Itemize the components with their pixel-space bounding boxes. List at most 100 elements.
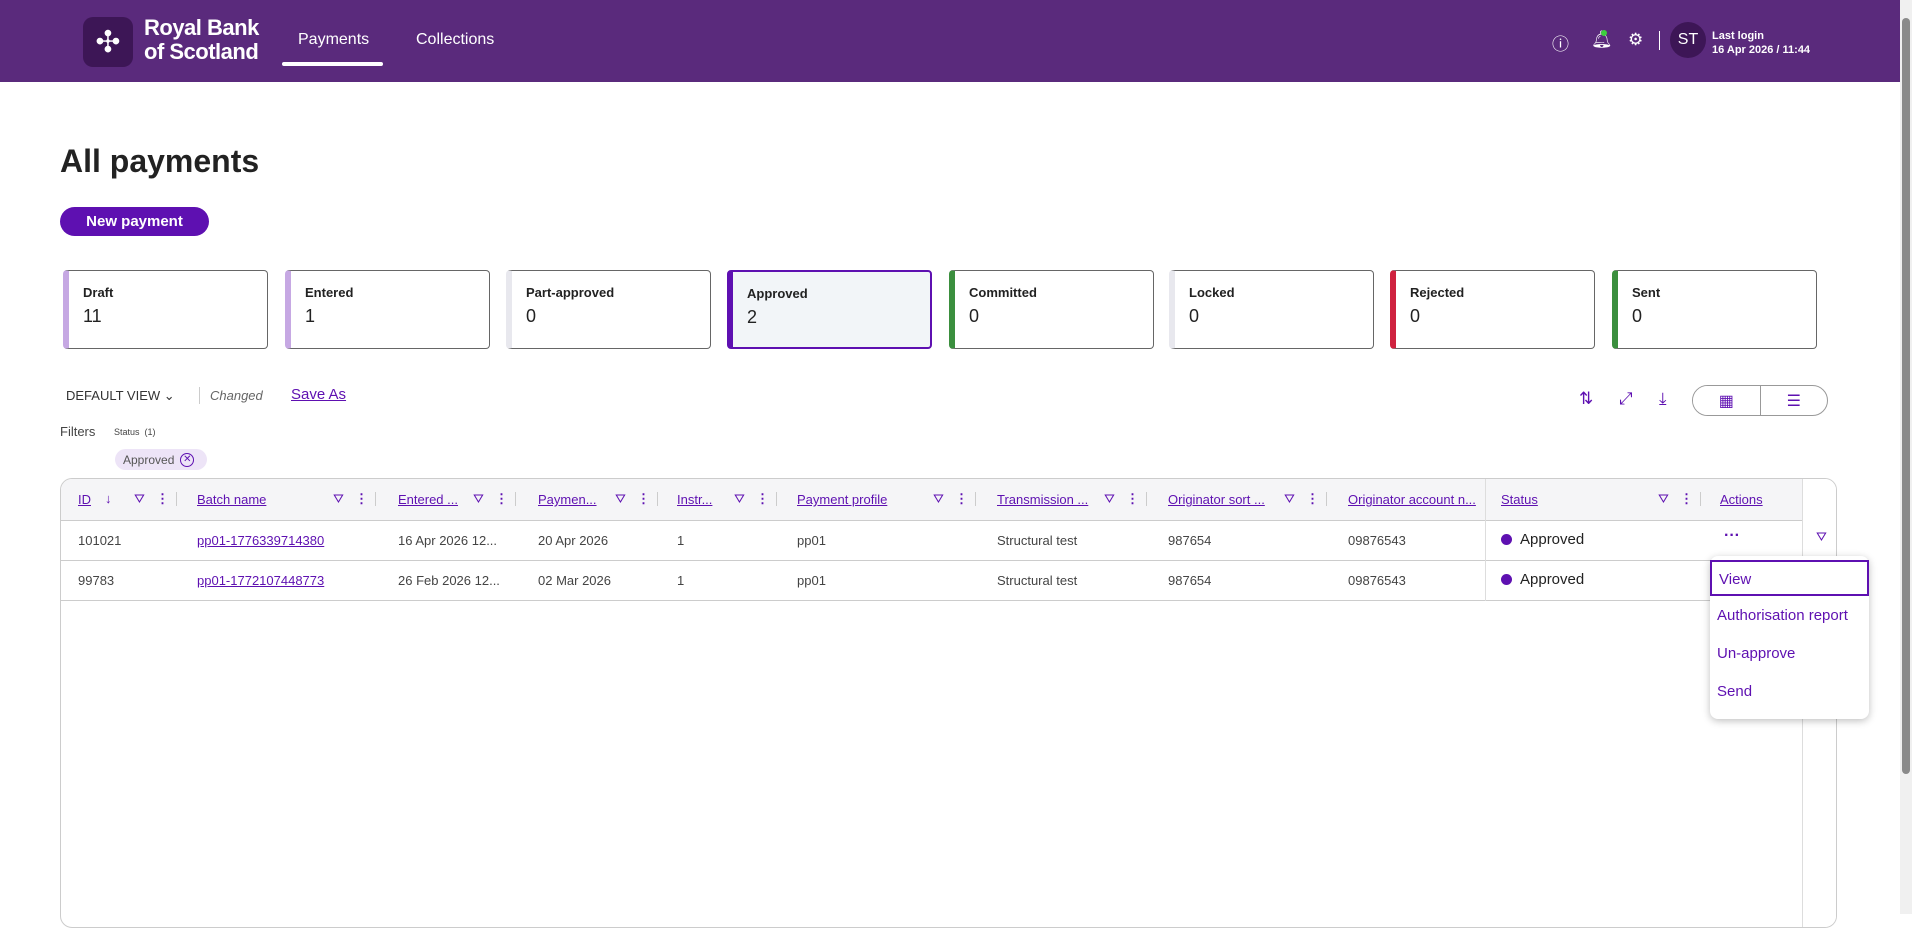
filter-icon[interactable]: ⛛ [333,491,344,506]
column-menu-icon[interactable]: ⋮ [355,491,368,506]
filter-icon[interactable]: ⛛ [473,491,484,506]
column-header-2[interactable]: Entered ... [398,492,458,507]
nav-collections[interactable]: Collections [416,31,495,48]
help-icon[interactable]: ⓘ [1552,35,1569,54]
status-card-locked[interactable]: Locked 0 [1169,270,1374,349]
column-menu-icon[interactable]: ⋮ [1680,491,1693,506]
filter-icon[interactable]: ⛛ [615,491,626,506]
card-label: Sent [1632,285,1661,300]
column-menu-icon[interactable]: ⋮ [1126,491,1139,506]
card-label: Entered [305,285,354,300]
table-header: ID ↓ ⛛ ⋮ Batch name ⛛ ⋮ Entered ... ⛛ ⋮ Paymen... ⛛… [61,479,1836,521]
page-title: All payments [60,143,260,179]
card-count: 0 [526,306,537,326]
chevron-down-icon: ⌄ [163,388,175,403]
scrollbar-thumb[interactable] [1902,18,1910,774]
status-dot [1501,574,1512,585]
card-label: Locked [1189,285,1235,300]
sort-icon[interactable]: ⇅ [1579,389,1594,408]
column-header-7[interactable]: Originator sort ... [1168,492,1265,507]
status-card-committed[interactable]: Committed 0 [949,270,1154,349]
new-payment-button[interactable]: New payment [60,207,209,236]
status-text: Approved [1520,531,1585,548]
filter-icon[interactable]: ⛛ [134,491,145,506]
column-separator [1146,492,1147,506]
card-count: 0 [1632,306,1643,326]
more-actions-icon[interactable]: ··· [1724,527,1740,544]
column-menu-icon[interactable]: ⋮ [495,491,508,506]
column-header-9[interactable]: Status [1501,492,1538,507]
column-menu-icon[interactable]: ⋮ [1306,491,1319,506]
status-card-sent[interactable]: Sent 0 [1612,270,1817,349]
column-menu-icon[interactable]: ⋮ [955,491,968,506]
cell-instr: 1 [677,573,685,588]
header-divider [1659,31,1660,50]
status-card-draft[interactable]: Draft 11 [63,270,268,349]
column-header-6[interactable]: Transmission ... [997,492,1089,507]
column-header-8[interactable]: Originator account n... [1348,492,1476,507]
filter-icon[interactable]: ⛛ [933,491,944,506]
cell-transmission: Structural test [997,573,1078,588]
status-card-part-approved[interactable]: Part-approved 0 [506,270,711,349]
status-card-approved[interactable]: Approved 2 [727,270,932,349]
column-header-4[interactable]: Instr... [677,492,713,507]
view-toggle[interactable]: ▦ ☰ [1692,385,1828,416]
column-filter-panel-icon[interactable]: ⛛ [1816,529,1827,544]
menu-item-un-approve[interactable]: Un-approve [1717,645,1796,662]
column-header-5[interactable]: Payment profile [797,492,888,507]
status-card-rejected[interactable]: Rejected 0 [1390,270,1595,349]
last-login-label: Last login [1712,30,1764,42]
column-separator [657,492,658,506]
filter-icon[interactable]: ⛛ [1104,491,1115,506]
column-separator [1326,492,1327,506]
filter-icon[interactable]: ⛛ [734,491,745,506]
status-text: Approved [1520,571,1585,588]
menu-item-view[interactable]: View [1710,560,1869,596]
brand-name[interactable]: Royal Bank of Scotland [144,16,259,64]
cell-batch[interactable]: pp01-1772107448773 [197,573,325,588]
download-icon[interactable]: ⤓ [1659,389,1667,408]
gear-icon[interactable]: ⚙ [1628,30,1644,49]
column-menu-icon[interactable]: ⋮ [156,491,169,506]
expand-icon[interactable]: ⤢ [1619,389,1633,408]
payments-table: ID ↓ ⛛ ⋮ Batch name ⛛ ⋮ Entered ... ⛛ ⋮ Paymen... ⛛… [60,478,1837,928]
cell-id: 101021 [78,533,122,548]
grid-view-icon[interactable]: ▦ [1693,386,1761,415]
filter-chip-approved: Approved ✕ [115,449,207,470]
column-menu-icon[interactable]: ⋮ [637,491,650,506]
table-row[interactable]: 101021 pp01-1776339714380 16 Apr 2026 12..… [61,521,1836,561]
cell-sort: 987654 [1168,573,1212,588]
status-card-entered[interactable]: Entered 1 [285,270,490,349]
view-name: DEFAULT VIEW [66,388,161,403]
filter-icon[interactable]: ⛛ [1658,491,1669,506]
menu-item-authorisation-report[interactable]: Authorisation report [1717,607,1848,624]
column-menu-icon[interactable]: ⋮ [756,491,769,506]
table-row[interactable]: 99783 pp01-1772107448773 26 Feb 2026 12...… [61,561,1836,601]
column-header-0[interactable]: ID [78,492,91,507]
column-separator [975,492,976,506]
cell-entered: 16 Apr 2026 12... [398,533,498,548]
cell-batch[interactable]: pp01-1776339714380 [197,533,325,548]
remove-filter-icon[interactable]: ✕ [180,452,195,467]
filter-icon[interactable]: ⛛ [1284,491,1295,506]
sticky-divider [1485,479,1486,601]
cell-instr: 1 [677,533,685,548]
card-label: Approved [747,286,808,301]
table-view-icon[interactable]: ☰ [1786,392,1801,410]
status-filter-name: Status [114,427,140,437]
bell-icon[interactable]: 🔔︎ [1591,30,1613,49]
menu-item-send[interactable]: Send [1717,683,1753,700]
status-badge: Approved [1501,571,1584,588]
view-selector[interactable]: DEFAULT VIEW ⌄ [66,388,175,404]
column-header-10[interactable]: Actions [1720,492,1763,507]
avatar[interactable]: ST [1670,22,1706,58]
sort-desc-icon[interactable]: ↓ [105,491,112,506]
nav-payments[interactable]: Payments [298,31,370,48]
column-header-1[interactable]: Batch name [197,492,267,507]
column-header-3[interactable]: Paymen... [538,492,597,507]
cell-profile: pp01 [797,533,826,548]
cell-account: 09876543 [1348,533,1406,548]
save-as-link[interactable]: Save As [291,386,347,403]
rbs-logo-icon[interactable]: ✣ [83,17,133,67]
card-count: 1 [305,306,316,326]
